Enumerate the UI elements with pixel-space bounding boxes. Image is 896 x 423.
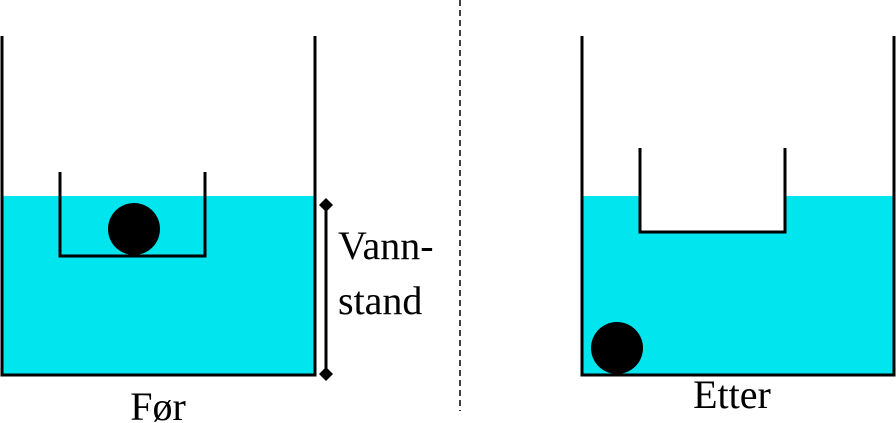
panel-before: Før <box>0 36 317 423</box>
ball-after <box>591 322 643 374</box>
floating-container-interior-after <box>640 148 785 232</box>
panel-after: Etter <box>580 36 896 417</box>
floating-container-after <box>638 148 787 234</box>
tank-before <box>0 36 317 377</box>
water-level-top-marker <box>319 198 333 212</box>
caption-after: Etter <box>693 372 771 417</box>
water-level-label-line1: Vann- <box>338 223 434 268</box>
tank-after <box>580 36 896 377</box>
water-level-marker: Vann- stand <box>319 198 434 381</box>
water-level-label-line2: stand <box>338 278 422 323</box>
ball-before <box>108 203 160 255</box>
floating-container-before <box>58 172 207 258</box>
water-level-bottom-marker <box>319 367 333 381</box>
caption-before: Før <box>130 384 186 423</box>
